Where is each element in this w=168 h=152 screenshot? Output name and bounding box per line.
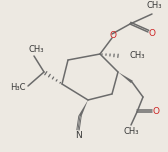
Text: CH₃: CH₃ bbox=[130, 52, 145, 60]
Text: CH₃: CH₃ bbox=[28, 45, 44, 55]
Text: O: O bbox=[149, 29, 156, 38]
Text: CH₃: CH₃ bbox=[146, 2, 162, 10]
Text: O: O bbox=[153, 107, 159, 116]
Text: N: N bbox=[75, 131, 81, 140]
Polygon shape bbox=[118, 72, 133, 83]
Polygon shape bbox=[79, 100, 88, 117]
Text: CH₃: CH₃ bbox=[123, 128, 139, 136]
Text: O: O bbox=[110, 31, 116, 40]
Text: H₃C: H₃C bbox=[10, 83, 26, 92]
